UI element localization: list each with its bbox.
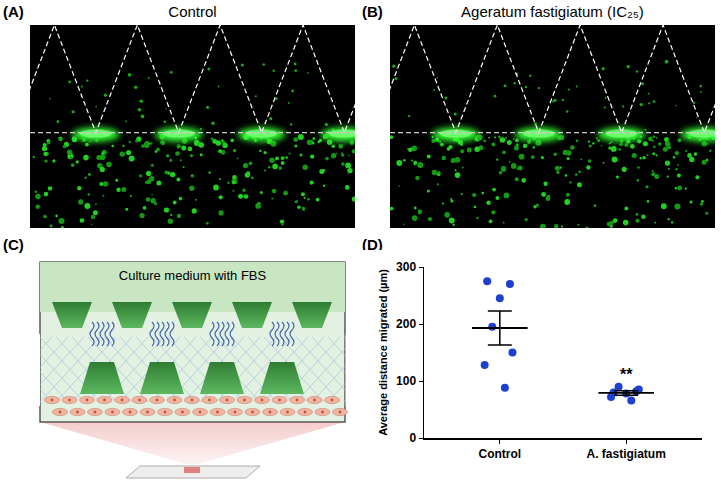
svg-text:A. fastigiatum: A. fastigiatum <box>587 447 666 461</box>
svg-text:Control: Control <box>478 447 521 461</box>
svg-text:0: 0 <box>409 431 416 445</box>
svg-text:**: ** <box>620 366 633 383</box>
html-text:(A): (A) <box>3 3 24 20</box>
html-text:Ageratum fastigiatum (IC₂₅): Ageratum fastigiatum (IC₂₅) <box>461 3 644 20</box>
html-text:(D): (D) <box>362 236 383 253</box>
svg-text:100: 100 <box>396 374 416 388</box>
html-text:(C): (C) <box>3 236 24 253</box>
svg-text:200: 200 <box>396 317 416 331</box>
html-text:(B): (B) <box>362 3 383 20</box>
html-text:Control: Control <box>168 3 217 20</box>
svg-text:300: 300 <box>396 260 416 274</box>
svg-text:Culture medium with FBS: Culture medium with FBS <box>119 268 267 283</box>
svg-text:Average distance migrated (µm): Average distance migrated (µm) <box>377 269 389 436</box>
